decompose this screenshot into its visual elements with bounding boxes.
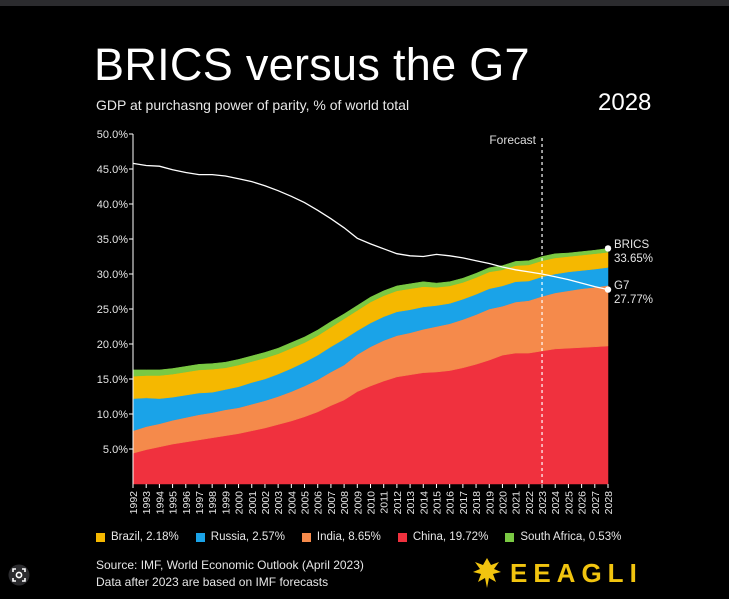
y-tick-label: 50.0% xyxy=(97,129,128,141)
x-tick-label: 2003 xyxy=(273,491,285,515)
y-tick-label: 20.0% xyxy=(97,339,128,351)
y-tick-label: 30.0% xyxy=(97,269,128,281)
x-tick-label: 2005 xyxy=(300,491,312,515)
legend-swatch xyxy=(505,532,515,542)
y-tick-label: 40.0% xyxy=(97,199,128,211)
source-note: Source: IMF, World Economic Outlook (Apr… xyxy=(96,557,364,591)
legend-label: China, 19.72% xyxy=(412,531,489,543)
line-g7 xyxy=(132,162,609,291)
eagle-icon xyxy=(473,558,501,588)
area-south-africa xyxy=(132,248,609,377)
x-tick-label: 2010 xyxy=(366,491,378,515)
x-tick-label: 2022 xyxy=(524,491,536,515)
x-tick-label: 2018 xyxy=(471,491,483,515)
y-tick-label: 10.0% xyxy=(97,409,128,421)
y-tick-label: 15.0% xyxy=(97,374,128,386)
forecast-label: Forecast xyxy=(489,133,536,147)
x-tick-label: 2017 xyxy=(458,491,470,515)
brics-end-dot xyxy=(604,245,612,252)
x-tick-label: 2013 xyxy=(405,491,417,515)
x-tick-label: 1994 xyxy=(154,491,166,515)
chart-subtitle: GDP at purchasng power of parity, % of w… xyxy=(96,97,410,113)
legend-item: India, 8.65% xyxy=(301,531,381,543)
x-tick-label: 2026 xyxy=(577,491,589,515)
x-tick-label: 2001 xyxy=(247,491,259,515)
brand-name: EEAGLI xyxy=(510,557,643,588)
x-tick-label: 2025 xyxy=(563,491,575,515)
area-chart: Forecast 5.0% 10.0% 15.0% 20.0% 25.0% 30.0% 35.… xyxy=(97,129,653,515)
g7-end-dot xyxy=(604,286,612,293)
legend: Brazil, 2.18% Russia, 2.57% India, 8.65% Ch… xyxy=(96,531,666,543)
x-tick-label: 2021 xyxy=(511,491,523,515)
g7-label-value: 27.77% xyxy=(614,294,653,306)
legend-item: Russia, 2.57% xyxy=(195,531,285,543)
chart-title: BRICS versus the G7 xyxy=(94,39,530,90)
legend-item: Brazil, 2.18% xyxy=(96,531,179,543)
legend-item: South Africa, 0.53% xyxy=(505,531,621,543)
image-search-icon[interactable] xyxy=(8,564,30,586)
x-tick-label: 1999 xyxy=(220,491,232,515)
x-tick-label: 2020 xyxy=(497,491,509,515)
x-tick-label: 2009 xyxy=(352,491,364,515)
forecast-note: Data after 2023 are based on IMF forecas… xyxy=(96,575,329,589)
x-tick-label: 2006 xyxy=(313,491,325,515)
x-tick-label: 2011 xyxy=(379,491,391,514)
y-tick-label: 5.0% xyxy=(103,444,128,456)
legend-swatch xyxy=(301,532,311,542)
brics-label-value: 33.65% xyxy=(614,253,653,265)
x-tick-label: 2024 xyxy=(550,491,562,515)
x-tick-label: 2019 xyxy=(484,491,496,515)
x-tick-label: 1993 xyxy=(141,491,153,515)
year-label: 2028 xyxy=(598,89,652,116)
x-tick-label: 2027 xyxy=(590,491,602,515)
source-line: Source: IMF, World Economic Outlook (Apr… xyxy=(96,558,364,572)
x-tick-label: 2004 xyxy=(286,491,298,515)
x-tick-label: 1992 xyxy=(128,491,140,515)
g7-label-name: G7 xyxy=(614,280,629,292)
x-tick-label: 2012 xyxy=(392,491,404,515)
legend-label: India, 8.65% xyxy=(316,531,381,543)
x-tick-label: 2023 xyxy=(537,491,549,515)
x-tick-label: 2002 xyxy=(260,491,272,515)
y-tick-label: 25.0% xyxy=(97,304,128,316)
x-tick-label: 2015 xyxy=(432,491,444,515)
y-tick-label: 45.0% xyxy=(97,164,128,176)
x-tick-label: 1996 xyxy=(181,491,193,515)
x-tick-label: 1998 xyxy=(207,491,219,515)
legend-swatch xyxy=(96,532,105,542)
x-tick-label: 2028 xyxy=(603,491,615,515)
legend-label: South Africa, 0.53% xyxy=(520,531,622,543)
x-tick-label: 2014 xyxy=(418,491,430,515)
legend-item: China, 19.72% xyxy=(397,531,489,543)
legend-label: Russia, 2.57% xyxy=(210,531,285,543)
x-tick-label: 2000 xyxy=(234,491,246,515)
x-tick-label: 2007 xyxy=(326,491,338,515)
x-tick-label: 2016 xyxy=(445,491,457,515)
x-tick-label: 1997 xyxy=(194,491,206,515)
brand-logo: EEAGLI xyxy=(472,556,643,590)
chart-canvas: BRICS versus the G7 GDP at purchasng pow… xyxy=(0,6,729,599)
legend-label: Brazil, 2.18% xyxy=(111,531,179,543)
x-tick-label: 2008 xyxy=(339,491,351,515)
y-tick-label: 35.0% xyxy=(97,234,128,246)
brics-label-name: BRICS xyxy=(614,239,649,251)
x-tick-label: 1995 xyxy=(168,491,180,515)
legend-swatch xyxy=(195,532,205,542)
legend-swatch xyxy=(397,532,407,542)
